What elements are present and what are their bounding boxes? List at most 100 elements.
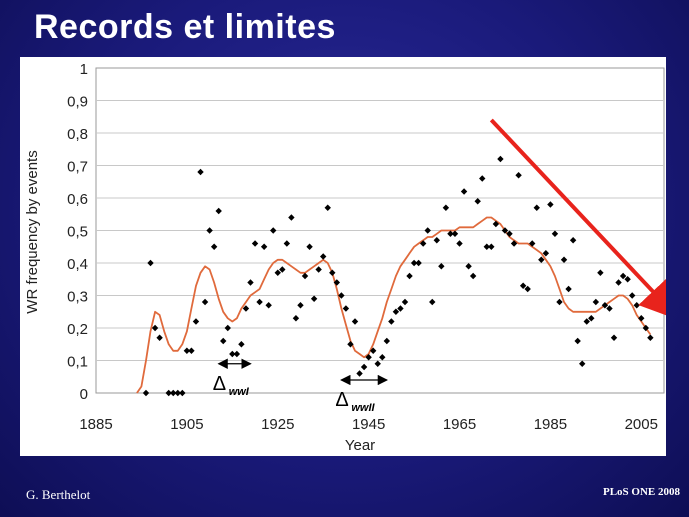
war-interval-subscript: wwI [229,386,250,398]
data-point [360,363,368,371]
data-point [565,285,572,293]
x-tick-label: 2005 [625,416,658,433]
y-tick-label: 1 [80,61,88,78]
data-point [519,282,527,289]
data-point [615,279,622,286]
data-point [292,315,300,322]
data-point [210,243,218,250]
data-point [215,207,222,215]
data-point [642,324,650,332]
data-point [242,305,250,312]
data-point [338,292,345,299]
data-point [156,334,163,341]
data-point [329,269,336,276]
author-credit: G. Berthelot [26,487,91,502]
data-point [274,269,281,276]
war-interval-label: Δ [335,389,348,411]
data-point [438,263,445,270]
data-point [419,240,427,247]
chart-panel: 0 0,1 0,2 0,3 0,4 0,5 0,6 0,7 0,8 0,9 1 1885 1905 19… [20,57,681,456]
x-tick-label: 1945 [352,416,385,433]
data-point [624,276,631,283]
data-point [229,350,236,358]
data-point [265,302,272,309]
data-point [597,269,604,276]
y-tick-labels: 0 0,1 0,2 0,3 0,4 0,5 0,6 0,7 0,8 0,9 1 [67,61,88,403]
data-point [619,272,627,280]
data-point [601,302,609,309]
smoothed-curve [136,216,652,394]
data-point [247,279,254,286]
data-point [556,298,563,306]
x-tick-label: 1925 [261,416,294,433]
x-tick-labels: 1885 1905 1925 1945 1965 1985 2005 [79,416,658,433]
x-axis-label: Year [345,437,375,454]
data-point [347,341,354,348]
data-point [179,389,186,397]
data-point [183,347,191,354]
data-point [415,259,422,267]
data-point [401,298,409,306]
war-interval-subscript: wwII [351,402,375,414]
data-point [465,263,472,270]
war-interval-label: Δ [213,373,226,395]
data-point [297,302,304,309]
data-point [474,198,481,205]
data-point [529,240,536,247]
data-point [233,350,241,358]
data-point [192,318,200,325]
data-point [506,230,513,237]
data-point [406,272,413,280]
data-point [306,243,313,250]
data-point [188,347,195,354]
data-point [324,204,331,211]
data-point [201,298,209,306]
data-point [365,354,372,361]
y-tick-label: 0,4 [67,256,88,273]
data-point [165,389,172,397]
y-tick-label: 0,1 [67,354,88,371]
data-point [238,341,245,348]
x-tick-label: 1905 [170,416,203,433]
data-point [583,318,590,325]
data-point [288,214,295,221]
data-point [492,220,500,228]
data-point [206,227,213,234]
data-point [551,230,559,237]
data-point [442,204,450,211]
slide-title: Records et limites [34,8,336,46]
data-point [310,295,318,302]
data-point [220,337,227,345]
data-point [392,308,400,315]
data-point [424,227,431,234]
data-point [410,259,418,267]
y-tick-label: 0,9 [67,94,88,111]
data-point [256,298,263,306]
y-tick-label: 0 [80,386,88,403]
data-point [628,292,636,299]
data-point [397,305,404,312]
data-point [251,240,259,247]
data-points [142,155,654,397]
data-point [351,318,359,325]
y-axis-label: WR frequency by events [24,150,41,313]
data-point [342,305,350,312]
data-point [592,298,600,306]
data-point [301,272,309,280]
data-point [560,256,568,263]
data-point [174,389,181,397]
trend-arrow [489,118,681,321]
x-tick-label: 1985 [534,416,567,433]
data-point [647,334,654,341]
data-point [388,318,395,325]
data-point [142,389,150,397]
data-point [456,240,463,247]
data-point [483,243,490,250]
data-point [224,324,231,332]
data-point [147,259,154,267]
data-point [283,240,291,247]
data-point [320,253,327,260]
chart-svg: 0 0,1 0,2 0,3 0,4 0,5 0,6 0,7 0,8 0,9 1 1885 1905 19… [24,61,681,454]
grid-lines [96,100,664,361]
